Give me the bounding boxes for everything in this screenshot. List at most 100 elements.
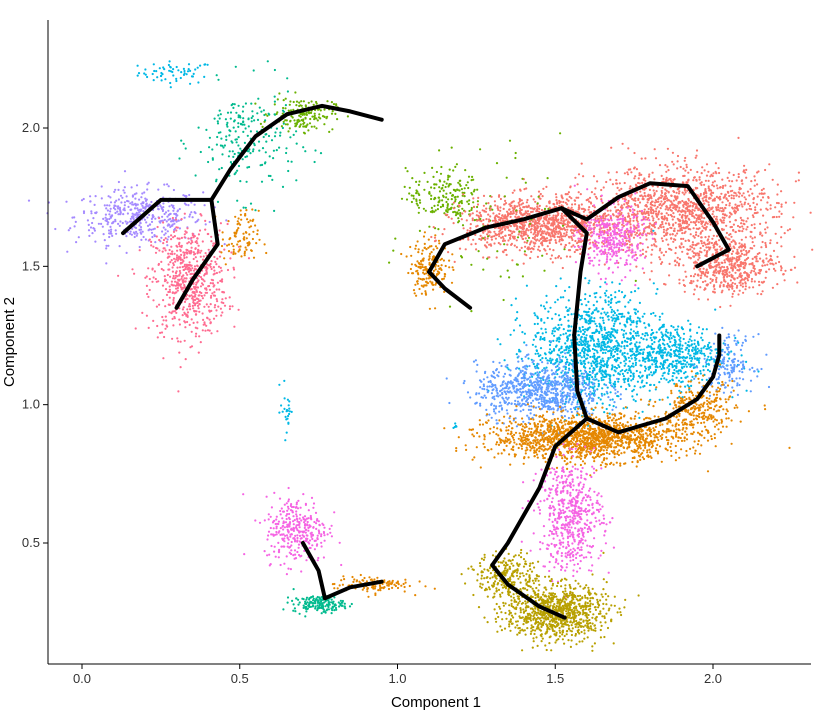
data-point [168,268,171,271]
data-point [186,297,189,300]
data-point [745,228,748,231]
data-point [205,291,209,294]
data-point [501,214,504,217]
data-point [151,280,154,283]
data-point [703,191,706,195]
data-point [187,63,191,66]
data-point [112,206,115,210]
data-point [232,268,236,271]
data-point [442,259,445,262]
data-point [666,199,669,202]
data-point [565,218,568,221]
data-point [728,171,731,174]
data-point [298,104,301,108]
data-point [191,295,195,298]
data-point [550,238,553,241]
data-point [272,527,275,530]
data-point [210,332,213,335]
data-point [735,210,738,213]
data-point [190,236,193,239]
data-point [92,217,95,220]
data-point [493,235,496,238]
data-point [315,102,318,105]
data-point [314,539,317,542]
data-point [620,211,623,214]
data-point [736,224,740,228]
data-point [215,271,218,275]
data-point [433,204,436,207]
data-point [685,226,689,229]
data-point [220,244,224,248]
data-point [445,209,448,212]
data-point [178,318,181,321]
data-point [676,196,679,199]
data-point [246,134,249,137]
data-point [566,203,569,206]
data-point [541,230,544,233]
data-point [287,530,290,533]
data-point [175,258,178,261]
data-point [173,227,177,230]
data-point [302,516,305,519]
data-point [363,576,366,580]
data-point [177,255,181,258]
data-point [674,234,677,237]
data-point [134,327,137,330]
data-point [162,202,165,205]
data-point [138,198,141,201]
data-point [183,286,186,289]
data-point [273,209,276,212]
data-point [686,209,690,213]
data-point [561,239,564,242]
data-point [267,534,270,537]
data-point [294,610,297,613]
data-point [725,197,728,201]
data-point [106,209,109,212]
data-point [616,186,619,189]
data-point [247,221,250,224]
data-point [245,155,249,158]
data-point [327,599,330,602]
data-point [674,264,677,267]
data-point [254,209,257,212]
data-point [283,545,286,548]
data-point [209,296,213,299]
data-point [548,241,551,245]
data-point [765,207,768,210]
data-point [715,172,718,175]
data-point [168,290,171,293]
data-point [396,586,400,590]
data-point [109,196,112,199]
data-point [281,410,284,413]
data-point [629,217,632,220]
data-point [769,239,772,242]
data-point [554,193,558,196]
data-point [304,116,307,119]
data-point [195,268,198,271]
data-point [162,226,165,229]
data-point [444,264,447,268]
data-point [461,207,464,210]
data-point [625,239,628,242]
data-point [579,248,582,251]
data-point [742,169,746,172]
data-point [500,231,503,234]
data-point [206,329,210,332]
data-point [163,280,167,283]
data-point [629,209,632,212]
data-point [175,229,178,232]
data-point [553,223,556,226]
data-point [229,161,232,164]
data-point [502,237,505,240]
data-point [176,289,179,292]
data-point [670,181,674,184]
data-point [295,503,298,506]
data-point [403,585,406,589]
data-point [178,351,181,354]
data-point [416,282,419,285]
data-point [150,200,153,204]
data-point [410,254,413,257]
data-point [568,195,571,198]
data-point [213,291,216,294]
data-point [317,116,321,119]
